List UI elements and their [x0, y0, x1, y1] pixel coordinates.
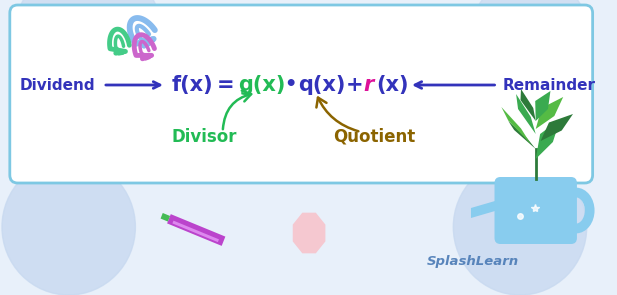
Text: +: + — [346, 75, 363, 95]
Polygon shape — [292, 213, 325, 253]
Text: g(x): g(x) — [238, 75, 286, 95]
Text: =: = — [217, 75, 234, 95]
Polygon shape — [160, 213, 170, 222]
Polygon shape — [516, 94, 536, 134]
Text: q(x): q(x) — [298, 75, 346, 95]
Polygon shape — [536, 119, 560, 159]
FancyBboxPatch shape — [494, 177, 577, 244]
Text: Divisor: Divisor — [172, 128, 237, 146]
Polygon shape — [535, 91, 550, 121]
Polygon shape — [471, 200, 499, 218]
Polygon shape — [508, 121, 536, 149]
Text: SplashLearn: SplashLearn — [427, 255, 519, 268]
FancyArrowPatch shape — [317, 98, 358, 131]
FancyArrowPatch shape — [223, 91, 251, 129]
Text: (x): (x) — [376, 75, 408, 95]
Text: •: • — [284, 76, 297, 94]
Circle shape — [453, 159, 587, 295]
Polygon shape — [536, 97, 563, 129]
Circle shape — [471, 0, 589, 95]
Text: Dividend: Dividend — [20, 78, 95, 93]
Circle shape — [2, 159, 135, 295]
Text: Remainder: Remainder — [502, 78, 595, 93]
Polygon shape — [172, 221, 219, 242]
Polygon shape — [502, 107, 531, 144]
Text: r: r — [363, 75, 373, 95]
Text: f(x): f(x) — [172, 75, 213, 95]
Polygon shape — [540, 114, 573, 141]
FancyBboxPatch shape — [10, 5, 592, 183]
Text: Quotient: Quotient — [334, 128, 416, 146]
Circle shape — [15, 0, 162, 110]
Polygon shape — [521, 89, 536, 121]
Polygon shape — [167, 214, 225, 246]
